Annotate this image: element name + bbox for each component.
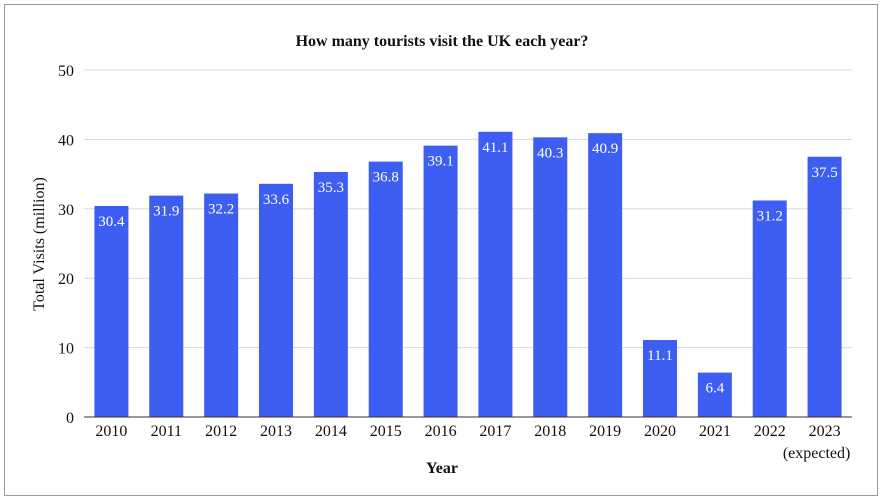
x-tick-label: 2011 bbox=[151, 423, 182, 440]
bar bbox=[807, 156, 842, 417]
data-label: 11.1 bbox=[647, 348, 673, 364]
y-tick-label: 30 bbox=[58, 202, 74, 219]
data-label: 35.3 bbox=[318, 180, 344, 196]
bar bbox=[313, 172, 348, 417]
chart-title: How many tourists visit the UK each year… bbox=[296, 33, 589, 50]
data-label: 41.1 bbox=[482, 140, 508, 156]
y-tick-label: 0 bbox=[66, 410, 74, 427]
x-tick-label: 2018 bbox=[534, 423, 566, 440]
bar bbox=[423, 145, 458, 417]
x-tick-label: 2012 bbox=[205, 423, 237, 440]
bars bbox=[94, 131, 842, 418]
x-axis-ticks: 2010 2011 2012 2013 2014 2015 2016 2017 2018 2019… bbox=[95, 423, 850, 462]
bar bbox=[94, 206, 129, 417]
bar bbox=[204, 193, 239, 417]
data-label: 30.4 bbox=[98, 214, 125, 230]
bar bbox=[588, 133, 623, 418]
x-tick-label: 2014 bbox=[315, 423, 347, 440]
data-label: 6.4 bbox=[705, 381, 724, 397]
bar bbox=[697, 372, 732, 417]
x-tick-label: 2021 bbox=[699, 423, 731, 440]
y-tick-label: 50 bbox=[58, 63, 74, 80]
data-label: 40.3 bbox=[537, 145, 563, 161]
bar bbox=[149, 195, 184, 417]
y-axis-ticks: 0 10 20 30 40 50 bbox=[58, 63, 74, 427]
data-label: 32.2 bbox=[208, 202, 234, 218]
x-axis-title: Year bbox=[426, 460, 458, 477]
data-label: 37.5 bbox=[811, 165, 837, 181]
data-label: 31.9 bbox=[153, 204, 179, 220]
data-label: 36.8 bbox=[373, 170, 399, 186]
data-label: 31.2 bbox=[757, 208, 783, 224]
bar bbox=[533, 137, 568, 417]
x-tick-label: 2015 bbox=[370, 423, 402, 440]
bar bbox=[258, 183, 294, 417]
y-tick-label: 20 bbox=[58, 271, 74, 288]
data-label: 33.6 bbox=[263, 192, 290, 208]
x-tick-label: 2013 bbox=[260, 423, 292, 440]
y-tick-label: 10 bbox=[58, 341, 74, 358]
gridlines bbox=[84, 69, 852, 349]
data-labels: 30.4 31.9 32.2 33.6 35.3 36.8 39.1 41.1 40.3 40.9… bbox=[98, 140, 837, 397]
bar bbox=[642, 339, 678, 417]
data-label: 39.1 bbox=[427, 154, 453, 170]
y-axis-title: Total Visits (million) bbox=[31, 177, 48, 311]
bar bbox=[478, 131, 513, 418]
x-tick-label: 2020 bbox=[644, 423, 676, 440]
x-tick-label: 2019 bbox=[589, 423, 621, 440]
bar bbox=[752, 200, 787, 417]
x-tick-label: 2010 bbox=[95, 423, 127, 440]
data-label: 40.9 bbox=[592, 141, 618, 157]
x-tick-label: 2023 bbox=[809, 423, 841, 440]
y-tick-label: 40 bbox=[58, 132, 74, 149]
bar bbox=[368, 161, 403, 417]
x-tick-sublabel: (expected) bbox=[783, 445, 851, 462]
x-tick-label: 2016 bbox=[425, 423, 457, 440]
x-tick-label: 2017 bbox=[479, 423, 511, 440]
x-tick-label: 2022 bbox=[754, 423, 786, 440]
